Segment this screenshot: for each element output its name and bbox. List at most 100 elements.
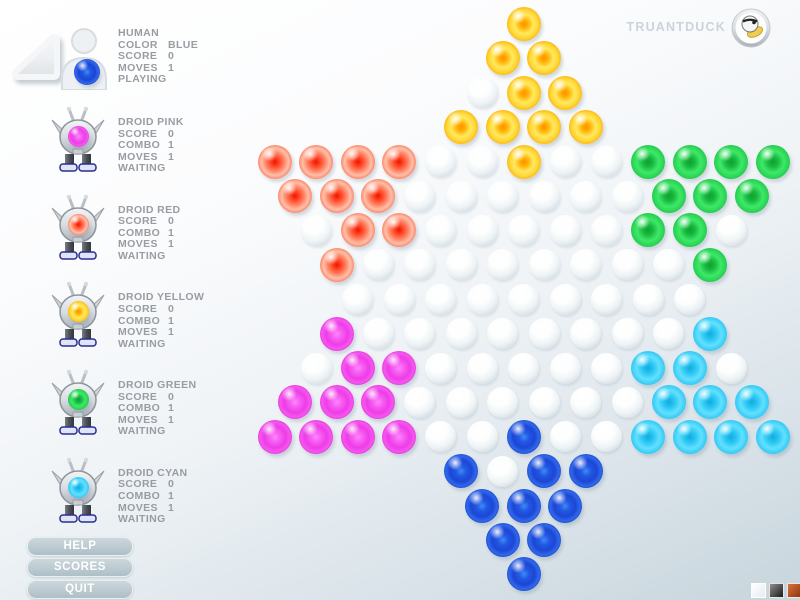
marble-magenta[interactable] xyxy=(319,316,354,351)
marble-yellow[interactable] xyxy=(548,75,582,110)
board-hole[interactable] xyxy=(342,283,373,315)
marble-red[interactable] xyxy=(319,247,354,282)
board-hole[interactable] xyxy=(362,318,394,350)
swatch-orange[interactable] xyxy=(787,583,800,598)
quit-button[interactable]: QUIT xyxy=(27,580,133,599)
board-hole[interactable] xyxy=(300,214,332,246)
marble-red[interactable] xyxy=(299,144,333,179)
board-hole[interactable] xyxy=(570,386,602,418)
marble-blue[interactable] xyxy=(568,454,603,489)
marble-green[interactable] xyxy=(755,144,790,179)
board-hole[interactable] xyxy=(300,352,332,384)
marble-yellow[interactable] xyxy=(527,41,562,76)
marble-magenta[interactable] xyxy=(257,419,292,454)
board-hole[interactable] xyxy=(362,249,394,281)
marble-blue[interactable] xyxy=(527,454,562,489)
board-hole[interactable] xyxy=(445,318,477,350)
marble-red[interactable] xyxy=(361,179,396,213)
board-hole[interactable] xyxy=(508,352,539,384)
board-hole[interactable] xyxy=(570,249,602,281)
marble-magenta[interactable] xyxy=(382,351,416,385)
help-button[interactable]: HELP xyxy=(27,537,133,556)
board-hole[interactable] xyxy=(425,283,456,315)
board-hole[interactable] xyxy=(549,352,581,384)
board-hole[interactable] xyxy=(653,249,685,281)
marble-green[interactable] xyxy=(693,179,728,213)
board-hole[interactable] xyxy=(674,283,705,315)
marble-cyan[interactable] xyxy=(672,419,707,454)
board-hole[interactable] xyxy=(591,421,622,453)
board-hole[interactable] xyxy=(466,421,498,453)
board-hole[interactable] xyxy=(508,283,539,315)
marble-cyan[interactable] xyxy=(755,419,790,454)
board-hole[interactable] xyxy=(404,318,436,350)
marble-yellow[interactable] xyxy=(506,144,541,179)
board-hole[interactable] xyxy=(487,386,519,418)
board-hole[interactable] xyxy=(425,214,456,246)
board-hole[interactable] xyxy=(466,283,498,315)
swatch-black[interactable] xyxy=(769,583,784,598)
board-hole[interactable] xyxy=(528,318,560,350)
marble-yellow[interactable] xyxy=(527,110,562,145)
board-hole[interactable] xyxy=(445,180,477,212)
board-hole[interactable] xyxy=(466,146,498,178)
board-hole[interactable] xyxy=(611,249,643,281)
board-hole[interactable] xyxy=(591,283,622,315)
marble-red[interactable] xyxy=(382,213,416,248)
board-hole[interactable] xyxy=(611,318,643,350)
board-hole[interactable] xyxy=(528,249,560,281)
board-hole[interactable] xyxy=(425,352,456,384)
board-hole[interactable] xyxy=(404,249,436,281)
marble-cyan[interactable] xyxy=(734,385,769,420)
marble-yellow[interactable] xyxy=(506,7,541,41)
board-hole[interactable] xyxy=(487,249,519,281)
board-hole[interactable] xyxy=(632,283,664,315)
marble-red[interactable] xyxy=(340,213,375,248)
marble-cyan[interactable] xyxy=(693,316,728,351)
marble-blue[interactable] xyxy=(527,523,562,557)
marble-magenta[interactable] xyxy=(361,385,396,420)
marble-green[interactable] xyxy=(714,144,748,179)
board-hole[interactable] xyxy=(425,421,456,453)
board-hole[interactable] xyxy=(549,214,581,246)
marble-green[interactable] xyxy=(693,247,728,282)
board-hole[interactable] xyxy=(570,180,602,212)
board-hole[interactable] xyxy=(404,386,436,418)
marble-blue[interactable] xyxy=(485,523,520,557)
board-hole[interactable] xyxy=(404,180,436,212)
board-hole[interactable] xyxy=(487,455,519,487)
board-hole[interactable] xyxy=(487,180,519,212)
marble-blue[interactable] xyxy=(506,419,541,454)
board-hole[interactable] xyxy=(425,146,456,178)
marble-green[interactable] xyxy=(672,213,707,248)
scores-button[interactable]: SCORES xyxy=(27,558,133,577)
marble-red[interactable] xyxy=(257,144,292,179)
board-hole[interactable] xyxy=(466,77,498,109)
swatch-white[interactable] xyxy=(751,583,766,598)
board-hole[interactable] xyxy=(466,214,498,246)
marble-green[interactable] xyxy=(631,144,665,179)
marble-cyan[interactable] xyxy=(631,419,665,454)
board-hole[interactable] xyxy=(445,249,477,281)
board-hole[interactable] xyxy=(383,283,415,315)
board-hole[interactable] xyxy=(445,386,477,418)
marble-yellow[interactable] xyxy=(444,110,479,145)
marble-magenta[interactable] xyxy=(319,385,354,420)
marble-red[interactable] xyxy=(340,144,375,179)
board-hole[interactable] xyxy=(549,283,581,315)
marble-yellow[interactable] xyxy=(485,41,520,76)
board-hole[interactable] xyxy=(466,352,498,384)
board-hole[interactable] xyxy=(611,180,643,212)
marble-cyan[interactable] xyxy=(672,351,707,385)
marble-magenta[interactable] xyxy=(340,351,375,385)
marble-blue[interactable] xyxy=(506,488,541,523)
marble-magenta[interactable] xyxy=(299,419,333,454)
board-hole[interactable] xyxy=(715,214,747,246)
marble-green[interactable] xyxy=(734,179,769,213)
board-hole[interactable] xyxy=(487,318,519,350)
marble-red[interactable] xyxy=(382,144,416,179)
marble-blue[interactable] xyxy=(506,557,541,592)
board-hole[interactable] xyxy=(591,352,622,384)
marble-magenta[interactable] xyxy=(278,385,313,420)
board-hole[interactable] xyxy=(611,386,643,418)
